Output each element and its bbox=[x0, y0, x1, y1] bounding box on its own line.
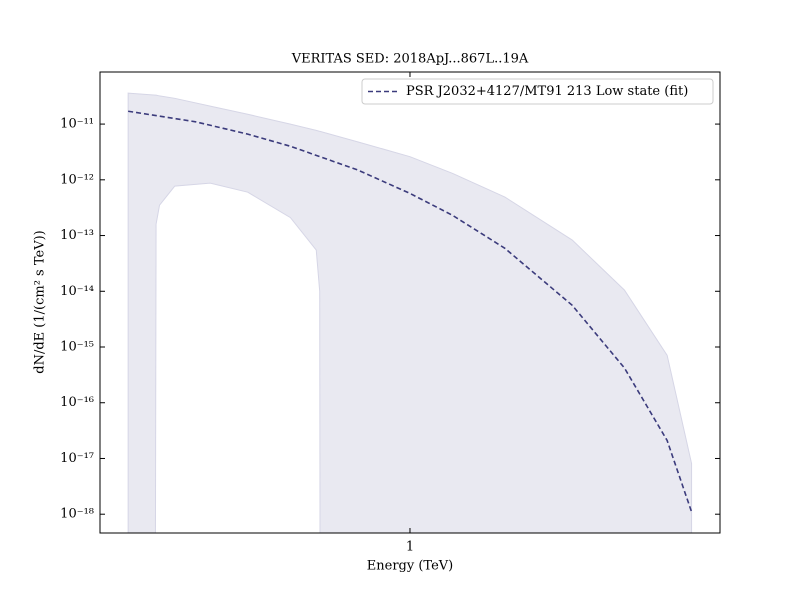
plot-area bbox=[127, 92, 693, 533]
chart-title: VERITAS SED: 2018ApJ...867L..19A bbox=[291, 52, 529, 67]
legend-label: PSR J2032+4127/MT91 213 Low state (fit) bbox=[406, 84, 688, 99]
y-tick-label: 10⁻¹⁵ bbox=[60, 340, 94, 355]
fit-line bbox=[128, 110, 693, 513]
y-tick-label: 10⁻¹⁶ bbox=[60, 395, 94, 410]
x-axis-label: Energy (TeV) bbox=[367, 559, 453, 574]
x-tick-label: 1 bbox=[406, 540, 414, 555]
y-tick-label: 10⁻¹⁴ bbox=[60, 284, 94, 299]
legend-box bbox=[361, 78, 714, 105]
y-tick-label: 10⁻¹⁸ bbox=[60, 507, 94, 522]
confidence-band bbox=[127, 92, 693, 533]
y-tick-label: 10⁻¹⁷ bbox=[60, 451, 94, 466]
y-tick-label: 10⁻¹² bbox=[60, 172, 94, 187]
y-tick-label: 10⁻¹³ bbox=[60, 228, 94, 243]
y-tick-label: 10⁻¹¹ bbox=[60, 117, 94, 132]
y-axis-label: dN/dE (1/(cm² s TeV)) bbox=[33, 230, 48, 373]
